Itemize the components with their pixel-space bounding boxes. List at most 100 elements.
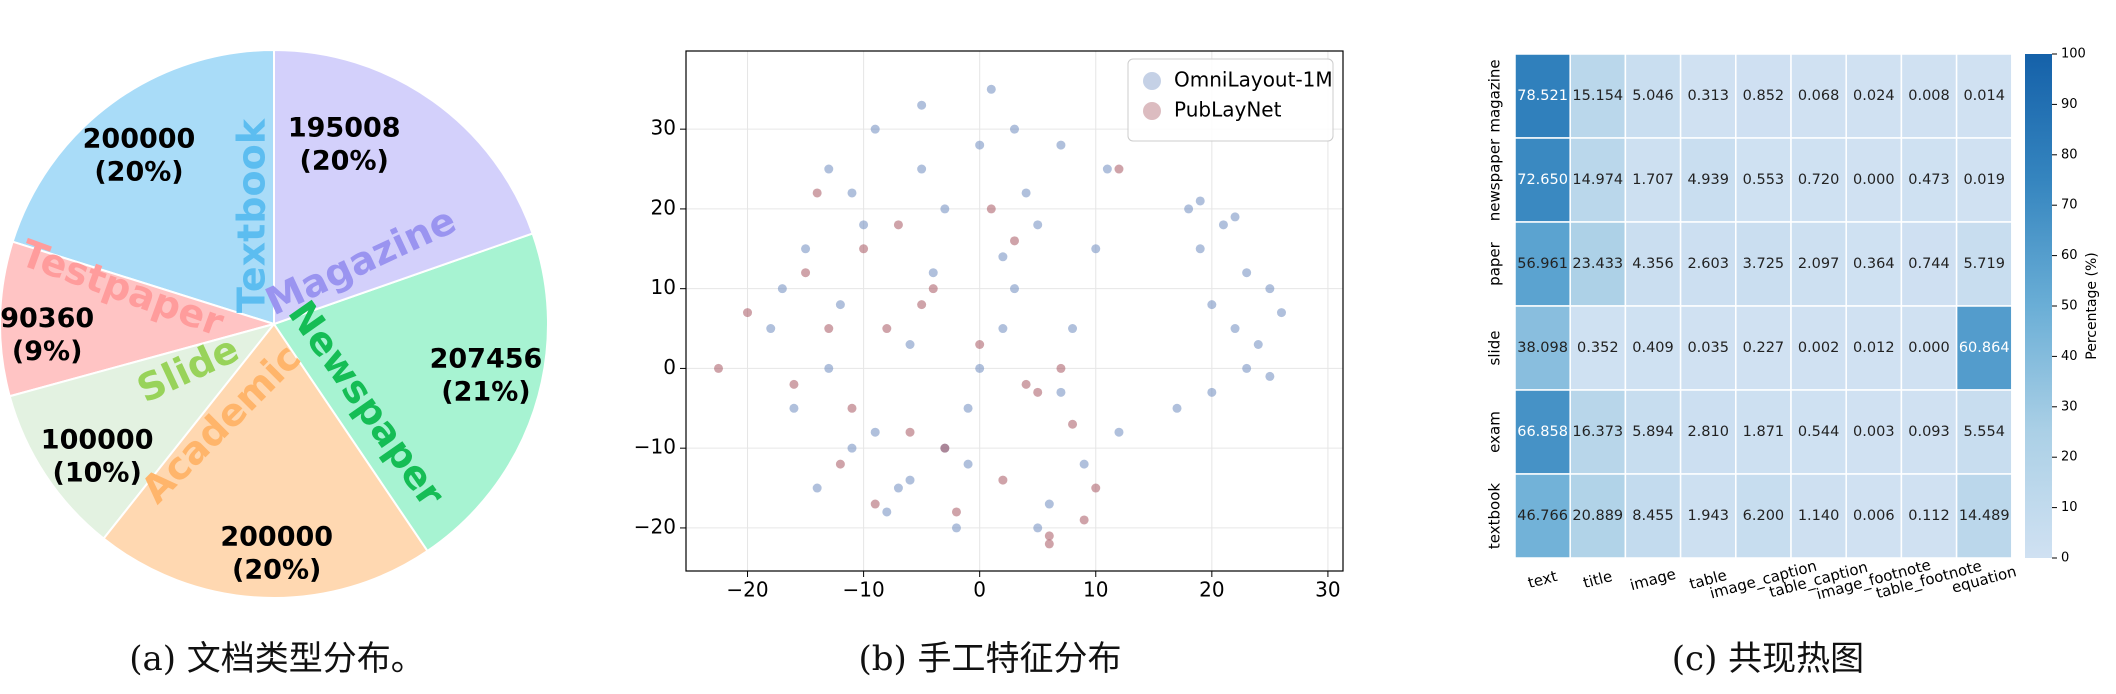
legend-box <box>1127 58 1334 142</box>
point <box>963 403 973 413</box>
cell-label: 4.356 <box>1632 256 1674 272</box>
heat-cell <box>1624 53 1682 139</box>
y-tick-label: 30 <box>651 116 676 140</box>
cell-label: 0.035 <box>1687 340 1729 356</box>
x-tick-label: 10 <box>1083 578 1108 602</box>
heat-cell <box>1514 389 1571 475</box>
cell-label: 5.046 <box>1632 88 1674 104</box>
colorbar-label: Percentage (%) <box>2084 252 2100 359</box>
point <box>893 483 903 493</box>
heat-cell <box>1845 53 1903 139</box>
heat-cell <box>1790 221 1847 307</box>
heat-cell <box>1514 221 1571 307</box>
point <box>975 339 985 349</box>
point <box>714 363 724 373</box>
heat-cell <box>1679 389 1737 475</box>
point <box>1091 244 1101 254</box>
point <box>1172 403 1182 413</box>
heat-cell <box>1900 473 1958 559</box>
y-tick-label: −20 <box>634 514 676 538</box>
heat-cell <box>1735 137 1792 223</box>
point <box>1033 523 1043 533</box>
legend-label: OmniLayout-1M <box>1174 68 1333 92</box>
cell-label: 15.154 <box>1572 88 1623 104</box>
heat-cell <box>1735 389 1792 475</box>
value-label: 100000 (10%) <box>41 424 154 488</box>
colorbar <box>2025 54 2052 558</box>
y-tick-label: magazine <box>1486 59 1504 132</box>
point <box>963 459 973 469</box>
colorbar-tick-label: 100 <box>2061 47 2086 62</box>
heat-cell <box>1514 305 1571 391</box>
point <box>1195 244 1205 254</box>
point <box>835 459 845 469</box>
heat-cell <box>1624 473 1682 559</box>
cell-label: 0.112 <box>1908 508 1950 524</box>
value-label-line: (9%) <box>12 335 83 366</box>
point <box>940 443 950 453</box>
x-tick-label: −20 <box>726 578 768 602</box>
x-tick-label: −10 <box>842 578 884 602</box>
heat-cell <box>1514 473 1571 559</box>
y-tick-label: textbook <box>1486 483 1504 549</box>
point <box>1010 124 1019 134</box>
x-tick-label: title <box>1581 567 1614 592</box>
point <box>1044 531 1054 541</box>
value-label: 200000 (20%) <box>83 123 196 187</box>
colorbar-tick-label: 40 <box>2061 349 2078 364</box>
point <box>1056 387 1066 397</box>
point <box>1242 363 1252 373</box>
cell-label: 0.024 <box>1853 88 1895 104</box>
heat-cell <box>1735 473 1792 559</box>
heat-cell <box>1790 473 1847 559</box>
heat-cell <box>1569 221 1627 307</box>
heat-cell <box>1514 137 1571 223</box>
point <box>1102 164 1112 174</box>
point <box>870 124 880 134</box>
point <box>893 220 903 230</box>
colorbar-tick-label: 50 <box>2061 299 2078 314</box>
heat-cell <box>1955 221 2013 307</box>
y-tick-label: paper <box>1486 241 1504 285</box>
heat-cell <box>1569 473 1627 559</box>
point <box>1184 204 1194 214</box>
point <box>1114 164 1124 174</box>
legend-marker <box>1143 102 1161 120</box>
cell-label: 14.489 <box>1959 508 2010 524</box>
cell-label: 1.707 <box>1632 172 1674 188</box>
point <box>847 403 857 413</box>
x-tick-label: 20 <box>1199 578 1224 602</box>
point <box>1091 483 1101 493</box>
point <box>1253 339 1263 349</box>
legend-label: PubLayNet <box>1174 98 1282 122</box>
cell-label: 78.521 <box>1517 88 1568 104</box>
cell-label: 38.098 <box>1517 340 1568 356</box>
value-label-line: 100000 <box>41 424 154 455</box>
cell-label: 0.352 <box>1577 340 1619 356</box>
cell-label: 0.008 <box>1908 88 1950 104</box>
cell-label: 0.012 <box>1853 340 1895 356</box>
cell-label: 3.725 <box>1743 256 1785 272</box>
heat-cell <box>1624 137 1682 223</box>
point <box>917 164 927 174</box>
cell-label: 0.000 <box>1853 172 1895 188</box>
cell-label: 0.093 <box>1908 424 1950 440</box>
point <box>928 284 938 294</box>
point <box>1056 363 1066 373</box>
point <box>1265 284 1275 294</box>
point <box>812 483 822 493</box>
point <box>789 379 799 389</box>
point <box>847 188 857 198</box>
x-tick-label: 30 <box>1315 578 1340 602</box>
colorbar-tick-label: 90 <box>2061 97 2078 112</box>
point <box>1230 324 1240 334</box>
point <box>951 507 961 517</box>
heat-cell <box>1900 221 1958 307</box>
point <box>801 268 811 278</box>
colorbar-tick-label: 60 <box>2061 248 2078 263</box>
slice-label: Textbook <box>229 118 273 313</box>
point <box>766 324 776 334</box>
heat-cell <box>1679 473 1737 559</box>
cell-label: 0.409 <box>1632 340 1674 356</box>
